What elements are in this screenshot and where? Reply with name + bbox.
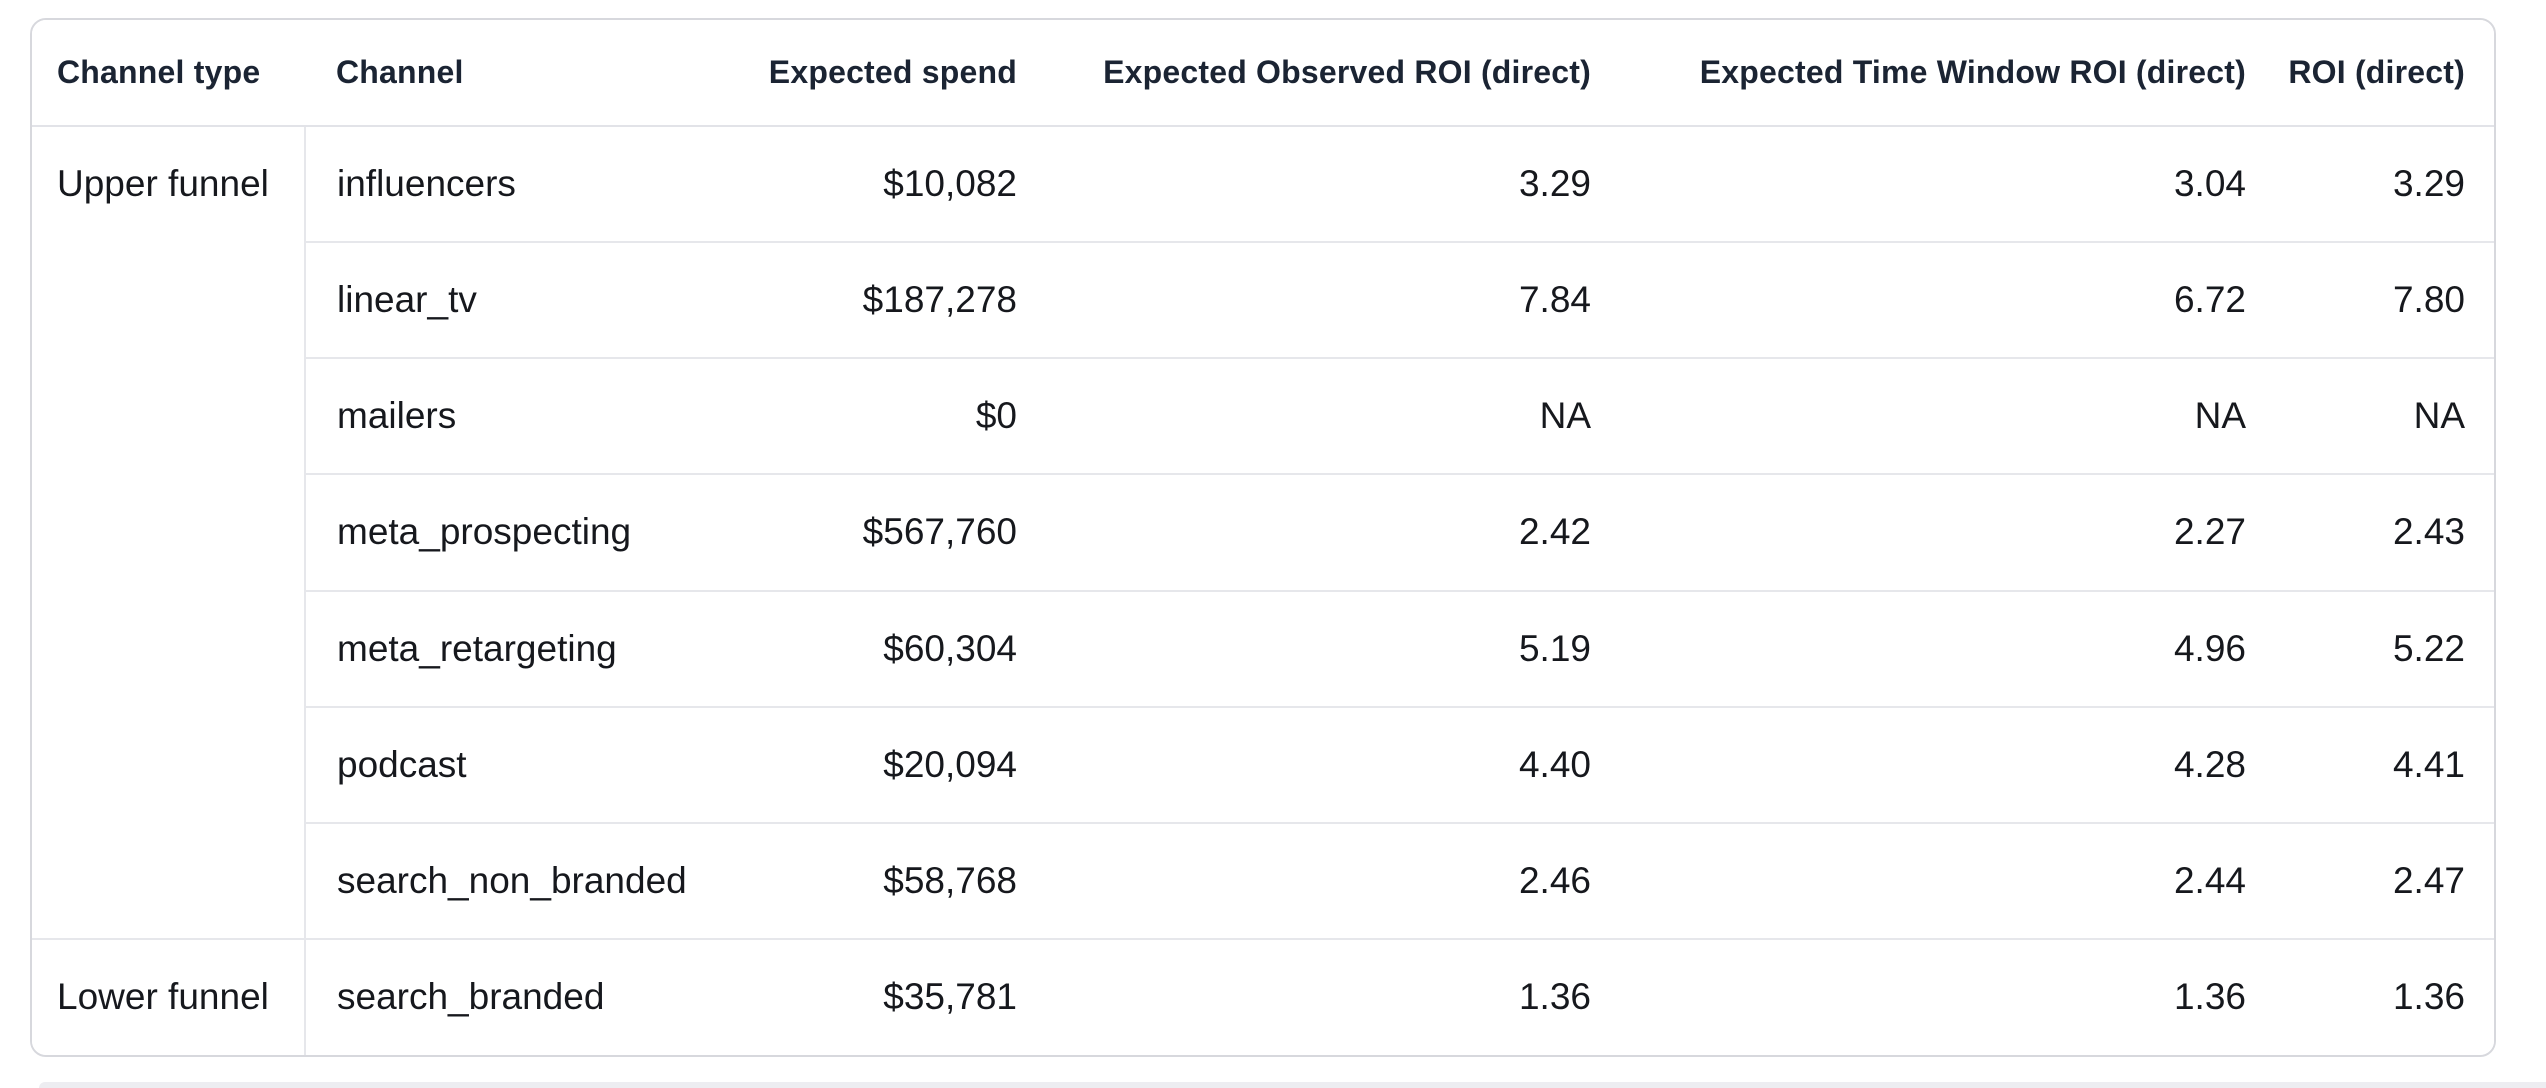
cell-expected-spend: $187,278 [685, 241, 1046, 359]
cell-channel: meta_retargeting [304, 589, 685, 707]
column-header-expected-time-window-roi: Expected Time Window ROI (direct) [1620, 20, 2275, 127]
channel-roi-table-card: Channel type Channel Expected spend Expe… [30, 18, 2496, 1057]
cell-channel: search_branded [304, 937, 685, 1055]
channel-type-label: Lower funnel [57, 975, 269, 1017]
cell-expected-spend: $60,304 [685, 589, 1046, 707]
cell-expected-observed-roi: 3.29 [1046, 124, 1620, 243]
cell-expected-observed-roi: 5.19 [1046, 589, 1620, 707]
table-row: meta_retargeting $60,304 5.19 4.96 5.22 [32, 589, 2494, 707]
cell-channel-type: Lower funnel [32, 937, 306, 1055]
cell-expected-time-window-roi: 6.72 [1620, 241, 2275, 359]
channel-roi-table: Channel type Channel Expected spend Expe… [32, 20, 2494, 1055]
cell-expected-time-window-roi: 4.96 [1620, 589, 2275, 707]
column-header-channel-type: Channel type [32, 20, 305, 127]
cell-expected-spend: $35,781 [685, 937, 1046, 1055]
cell-expected-time-window-roi: 1.36 [1620, 937, 2275, 1055]
cell-expected-observed-roi: 2.42 [1046, 473, 1620, 591]
cell-expected-time-window-roi: NA [1620, 357, 2275, 475]
cell-expected-time-window-roi: 4.28 [1620, 705, 2275, 823]
table-header-row: Channel type Channel Expected spend Expe… [32, 20, 2494, 127]
cell-roi-direct: 7.80 [2275, 241, 2494, 359]
cell-roi-direct: 2.43 [2275, 473, 2494, 591]
cell-roi-direct: 4.41 [2275, 705, 2494, 823]
table-row: podcast $20,094 4.40 4.28 4.41 [32, 705, 2494, 823]
cell-expected-time-window-roi: 2.27 [1620, 473, 2275, 591]
next-card-top-edge [39, 1082, 2546, 1088]
cell-expected-spend: $567,760 [685, 473, 1046, 591]
cell-channel: meta_prospecting [304, 473, 685, 591]
column-header-roi-direct: ROI (direct) [2275, 20, 2494, 127]
table-row: mailers $0 NA NA NA [32, 357, 2494, 475]
cell-roi-direct: NA [2275, 357, 2494, 475]
cell-expected-time-window-roi: 3.04 [1620, 124, 2275, 243]
cell-channel: mailers [304, 357, 685, 475]
table-row: meta_prospecting $567,760 2.42 2.27 2.43 [32, 473, 2494, 591]
channel-type-label: Upper funnel [57, 163, 269, 204]
cell-roi-direct: 1.36 [2275, 937, 2494, 1055]
cell-channel-type: Upper funnel [32, 125, 306, 939]
cell-expected-spend: $10,082 [685, 124, 1046, 243]
cell-expected-observed-roi: 2.46 [1046, 821, 1620, 939]
cell-channel: influencers [304, 124, 685, 243]
cell-expected-time-window-roi: 2.44 [1620, 821, 2275, 939]
table-row: linear_tv $187,278 7.84 6.72 7.80 [32, 241, 2494, 359]
column-header-expected-observed-roi: Expected Observed ROI (direct) [1046, 20, 1620, 127]
cell-expected-observed-roi: 1.36 [1046, 937, 1620, 1055]
cell-expected-observed-roi: 7.84 [1046, 241, 1620, 359]
cell-expected-spend: $58,768 [685, 821, 1046, 939]
table-row: Lower funnel search_branded $35,781 1.36 1.3… [32, 937, 2494, 1055]
cell-roi-direct: 3.29 [2275, 124, 2494, 243]
table-group: Upper funnel influencers $10,082 3.29 3.04 3.… [32, 124, 2494, 939]
cell-roi-direct: 2.47 [2275, 821, 2494, 939]
cell-expected-spend: $20,094 [685, 705, 1046, 823]
cell-channel: linear_tv [304, 241, 685, 359]
cell-channel: podcast [304, 705, 685, 823]
table-row: Upper funnel influencers $10,082 3.29 3.04 3.… [32, 124, 2494, 939]
column-header-expected-spend: Expected spend [685, 20, 1046, 127]
cell-expected-spend: $0 [685, 357, 1046, 475]
table-group: Lower funnel search_branded $35,781 1.36 1.3… [32, 937, 2494, 1055]
cell-channel: search_non_branded [304, 821, 687, 939]
cell-expected-observed-roi: NA [1046, 357, 1620, 475]
table-row: search_non_branded $58,768 2.46 2.44 2.47 [32, 821, 2494, 939]
column-header-channel: Channel [305, 20, 685, 127]
cell-roi-direct: 5.22 [2275, 589, 2494, 707]
cell-expected-observed-roi: 4.40 [1046, 705, 1620, 823]
